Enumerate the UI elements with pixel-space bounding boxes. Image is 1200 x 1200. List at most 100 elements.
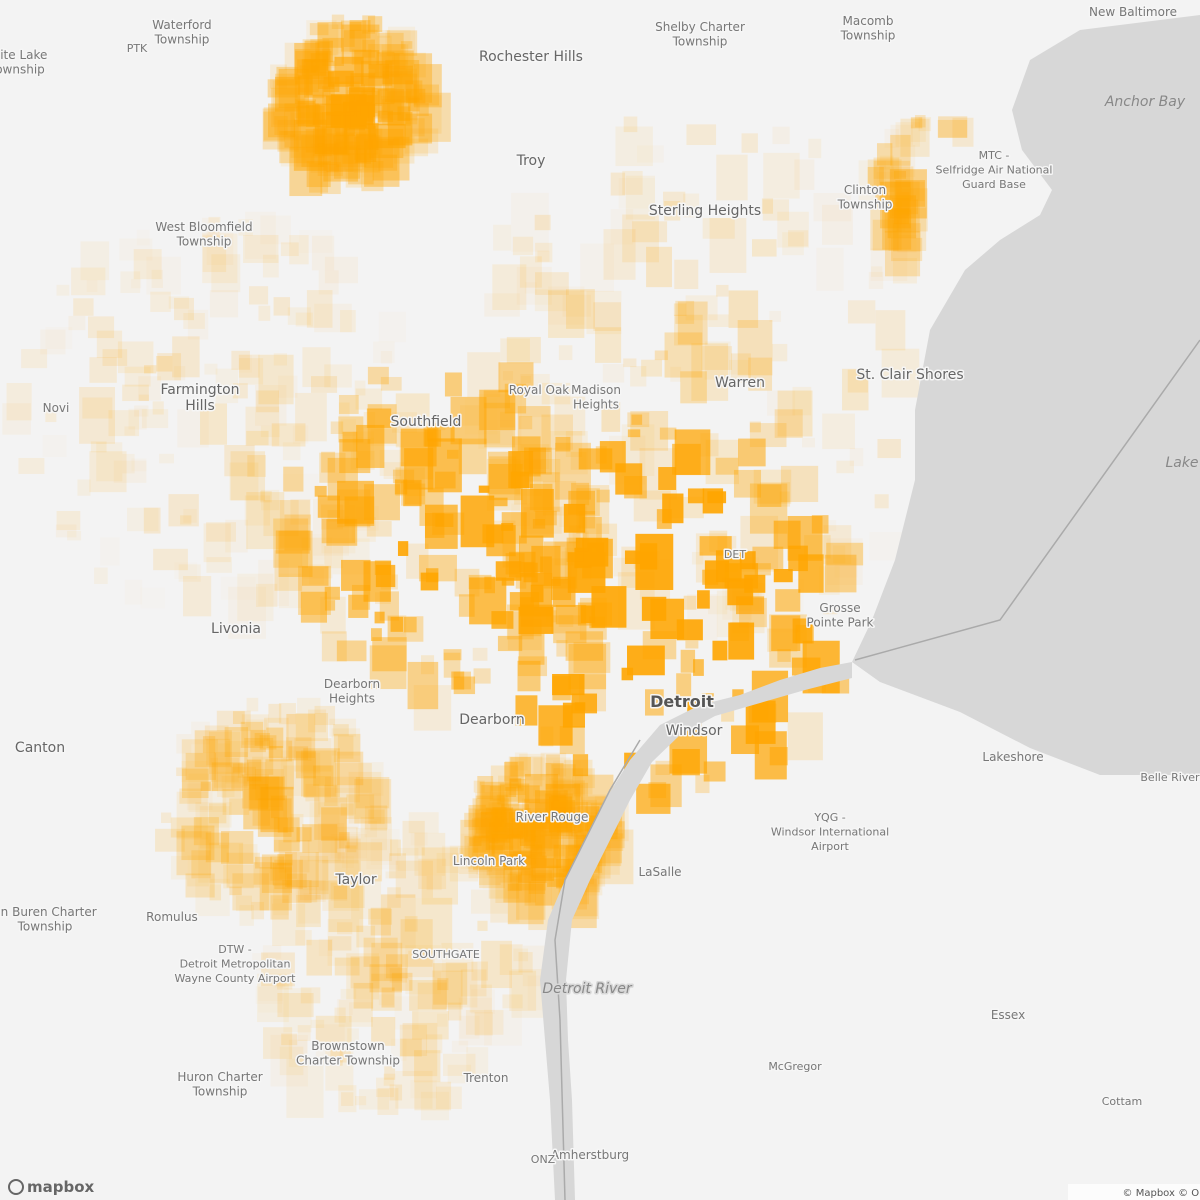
tract bbox=[333, 733, 361, 763]
tract bbox=[910, 118, 926, 142]
tract bbox=[337, 831, 361, 860]
tract bbox=[263, 1027, 293, 1059]
tract bbox=[369, 645, 407, 690]
place-label: West Bloomfield bbox=[155, 220, 252, 234]
tract bbox=[483, 430, 501, 444]
tract bbox=[473, 668, 491, 684]
tract bbox=[474, 1012, 493, 1036]
tract bbox=[329, 135, 361, 172]
tract bbox=[317, 495, 340, 518]
tract bbox=[170, 855, 188, 880]
tract bbox=[879, 166, 914, 200]
tract bbox=[273, 297, 291, 316]
tract bbox=[754, 563, 771, 576]
tract bbox=[259, 867, 292, 911]
tract bbox=[303, 748, 340, 798]
tract bbox=[663, 191, 686, 209]
tract bbox=[120, 271, 141, 293]
tract bbox=[310, 1019, 325, 1029]
tract bbox=[355, 776, 390, 809]
tract bbox=[230, 451, 266, 501]
tract bbox=[277, 817, 288, 833]
tract bbox=[621, 667, 634, 681]
tract bbox=[258, 305, 271, 321]
tract bbox=[277, 993, 314, 1018]
tract bbox=[255, 769, 284, 801]
tract bbox=[808, 138, 822, 159]
tract bbox=[185, 752, 217, 780]
tract bbox=[181, 768, 209, 799]
tract bbox=[566, 289, 595, 329]
tract bbox=[385, 954, 409, 979]
tract bbox=[715, 457, 739, 475]
tract bbox=[549, 796, 572, 833]
tract bbox=[317, 126, 341, 152]
tract bbox=[249, 776, 285, 801]
tract bbox=[632, 221, 668, 243]
tract bbox=[337, 489, 371, 528]
tract bbox=[281, 1033, 298, 1046]
tract bbox=[323, 146, 358, 182]
tract bbox=[757, 484, 782, 507]
tract bbox=[498, 362, 534, 393]
tract bbox=[893, 181, 925, 202]
tract bbox=[362, 15, 376, 34]
tract bbox=[518, 810, 541, 843]
tract bbox=[278, 530, 313, 577]
tract bbox=[255, 856, 272, 869]
tract bbox=[321, 631, 347, 662]
tract bbox=[300, 752, 321, 774]
tract bbox=[811, 515, 829, 534]
tract bbox=[231, 766, 256, 790]
tract bbox=[273, 518, 309, 568]
tract bbox=[295, 99, 317, 119]
tract bbox=[340, 310, 356, 333]
tract bbox=[327, 919, 360, 966]
tract bbox=[730, 353, 751, 383]
tract bbox=[675, 300, 695, 324]
tract bbox=[350, 450, 375, 470]
tract bbox=[443, 649, 462, 661]
attribution[interactable]: © Mapbox © OpenStreetMap bbox=[1123, 1188, 1200, 1199]
tract bbox=[228, 586, 267, 639]
tract bbox=[378, 30, 391, 38]
tract bbox=[525, 282, 537, 293]
tract bbox=[256, 390, 280, 413]
place-label: Sterling Heights bbox=[649, 203, 761, 219]
tract bbox=[405, 945, 441, 995]
tract bbox=[471, 889, 508, 914]
tract bbox=[633, 551, 660, 569]
tract bbox=[176, 831, 212, 876]
tract bbox=[523, 507, 562, 534]
tract bbox=[534, 214, 551, 231]
tract bbox=[286, 1058, 324, 1118]
tract bbox=[243, 234, 279, 263]
tract bbox=[535, 510, 557, 526]
tract bbox=[203, 523, 231, 563]
tract bbox=[362, 39, 375, 58]
tract bbox=[842, 368, 869, 411]
place-label: Township bbox=[840, 29, 896, 43]
tract bbox=[295, 751, 316, 779]
tract bbox=[514, 752, 528, 771]
tract bbox=[545, 762, 564, 790]
tract bbox=[242, 774, 269, 809]
tract bbox=[341, 24, 380, 64]
tract bbox=[170, 817, 202, 838]
place-label: Lincoln Park bbox=[453, 854, 525, 868]
tract bbox=[517, 785, 540, 804]
place-label: ONZ bbox=[531, 1153, 556, 1166]
tract bbox=[208, 731, 241, 774]
tract bbox=[221, 831, 254, 864]
tract bbox=[324, 784, 338, 806]
tract bbox=[417, 982, 447, 1010]
tract bbox=[489, 845, 503, 855]
tract bbox=[318, 143, 337, 165]
tract bbox=[680, 371, 707, 404]
tract bbox=[285, 852, 319, 888]
tract bbox=[702, 218, 735, 239]
tract bbox=[744, 574, 766, 593]
tract bbox=[278, 703, 296, 725]
logo: mapbox bbox=[8, 1178, 95, 1196]
tract bbox=[875, 310, 906, 351]
